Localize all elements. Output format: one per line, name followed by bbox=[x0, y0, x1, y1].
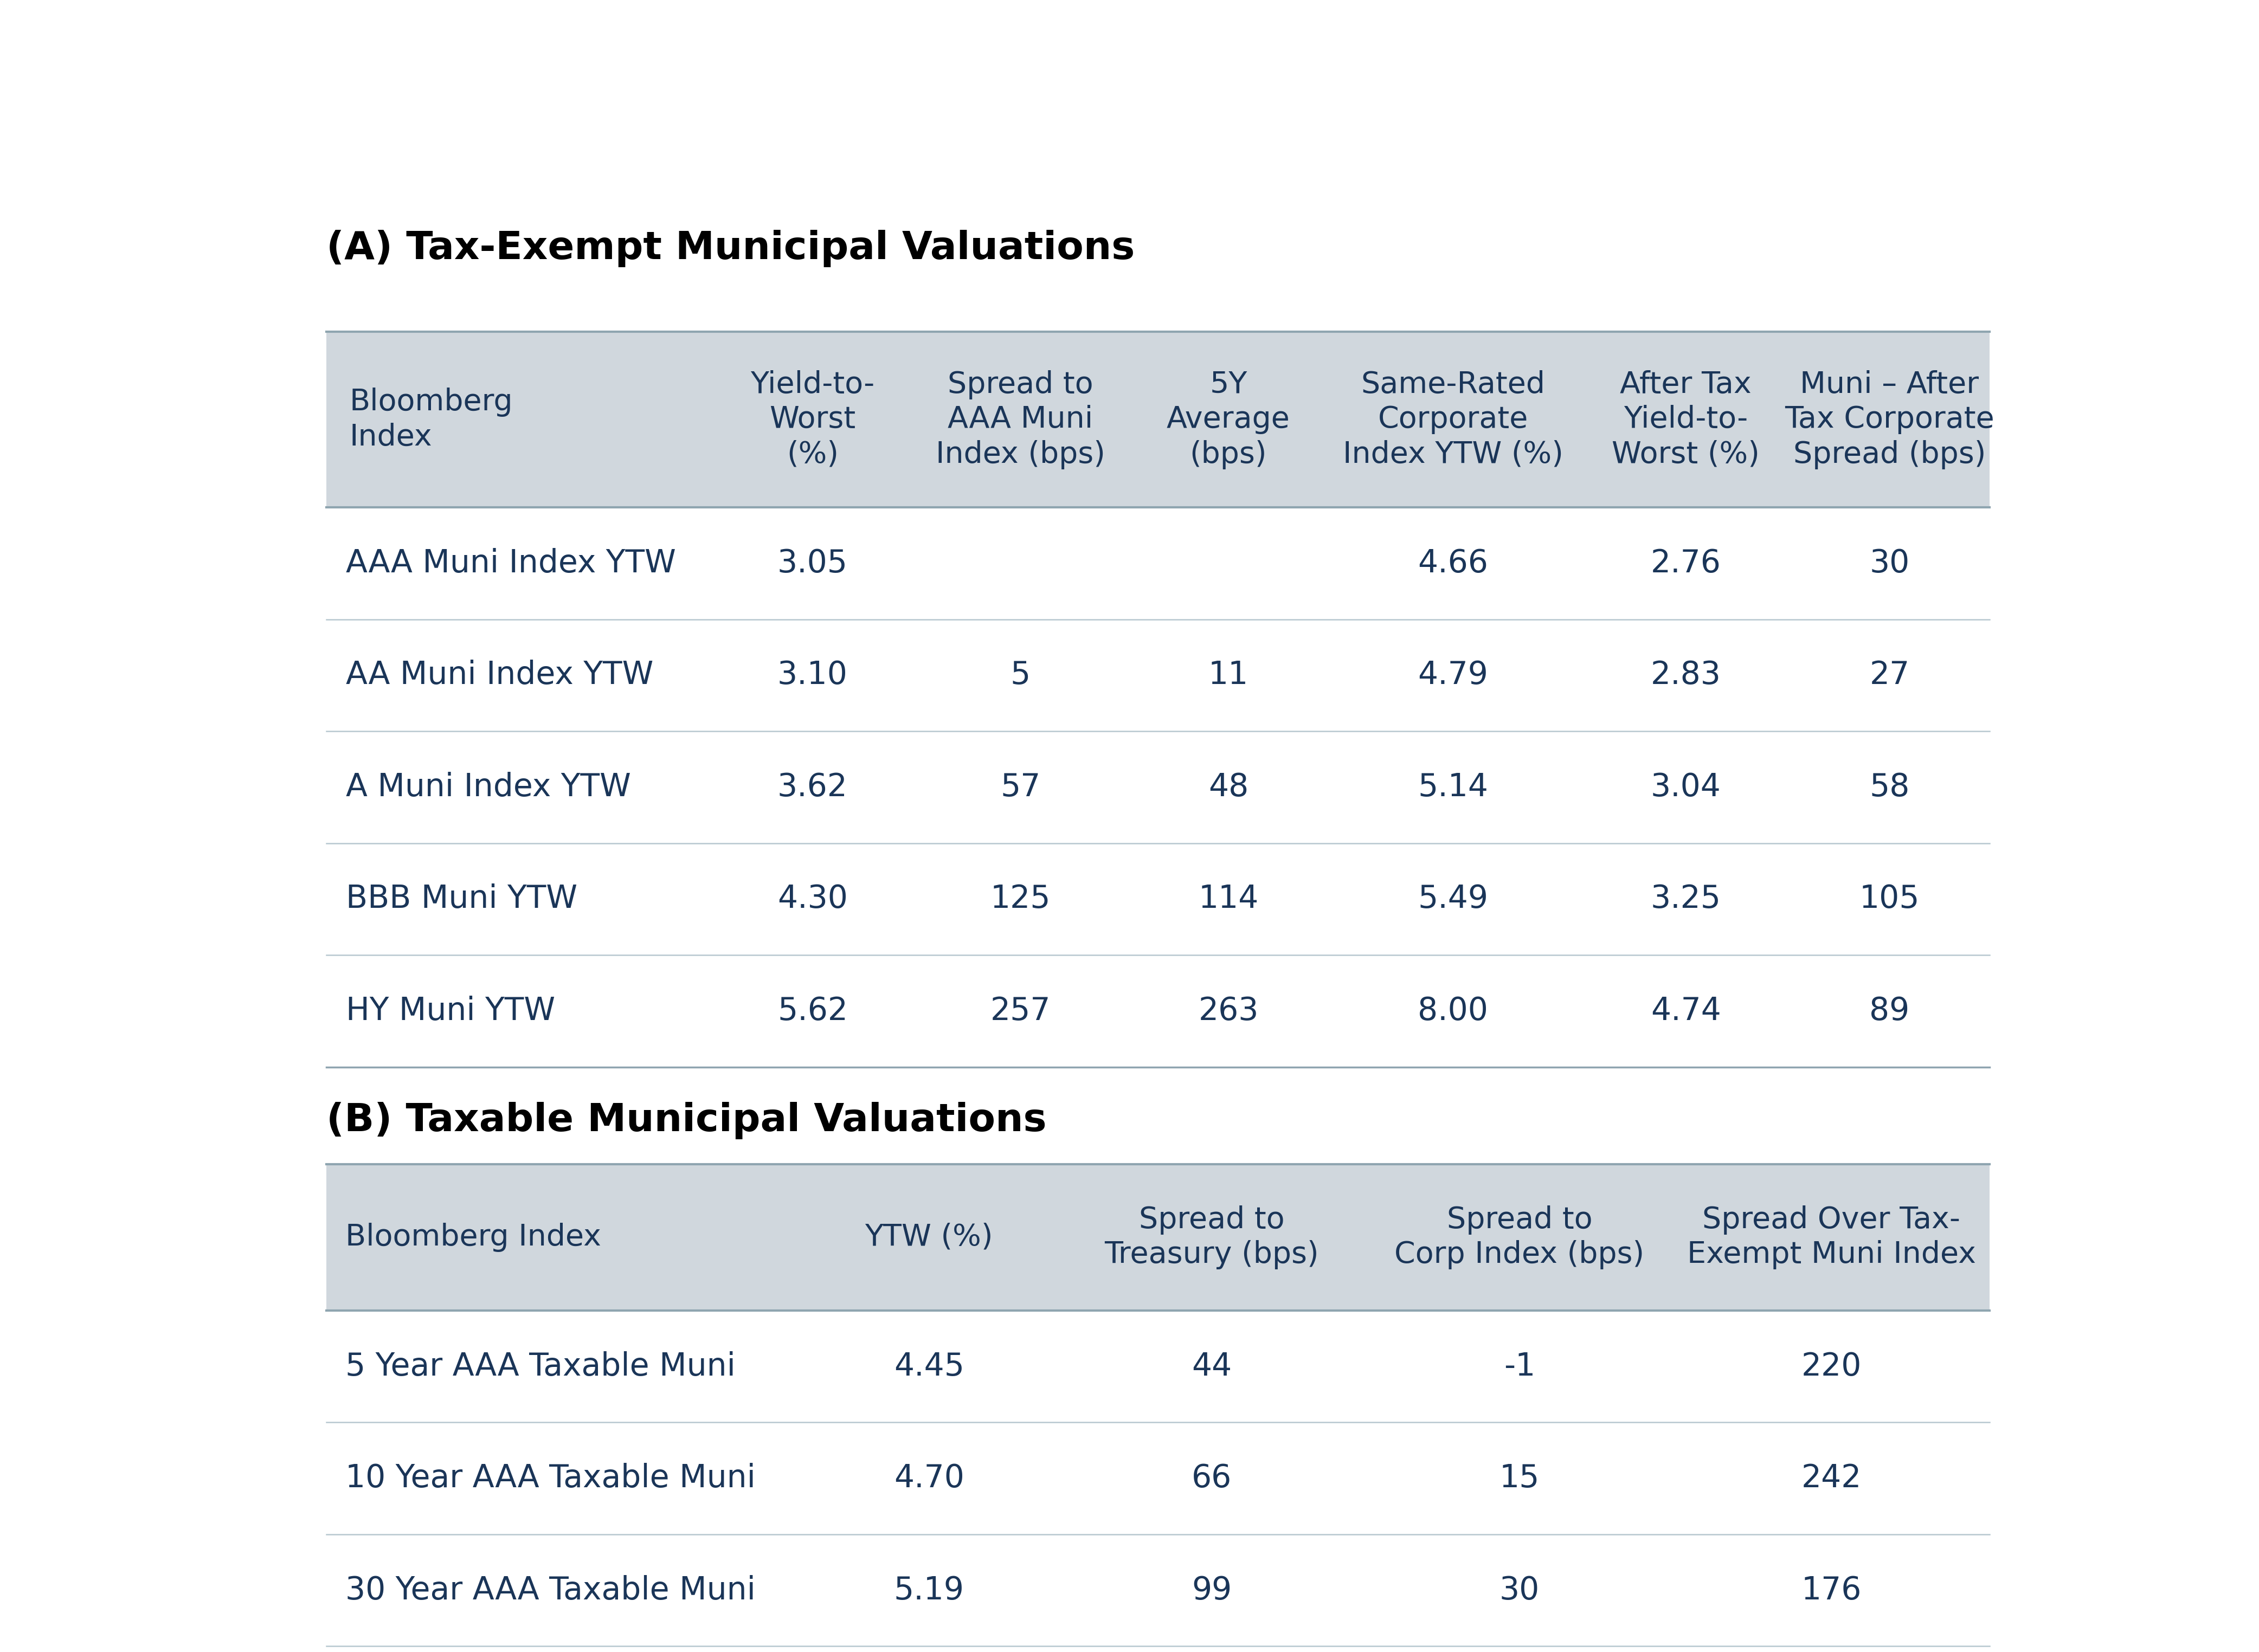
Text: Bloomberg Index: Bloomberg Index bbox=[346, 1222, 601, 1252]
FancyBboxPatch shape bbox=[325, 332, 1990, 507]
Text: 44: 44 bbox=[1193, 1351, 1231, 1381]
Text: AAA Muni Index YTW: AAA Muni Index YTW bbox=[346, 548, 675, 578]
Text: 3.25: 3.25 bbox=[1651, 884, 1721, 915]
Text: -1: -1 bbox=[1504, 1351, 1536, 1381]
Text: Spread to
Corp Index (bps): Spread to Corp Index (bps) bbox=[1394, 1206, 1645, 1269]
Text: Yield-to-
Worst
(%): Yield-to- Worst (%) bbox=[750, 370, 874, 469]
FancyBboxPatch shape bbox=[325, 620, 1990, 732]
FancyBboxPatch shape bbox=[325, 1310, 1990, 1422]
FancyBboxPatch shape bbox=[325, 1535, 1990, 1647]
Text: 257: 257 bbox=[989, 996, 1050, 1026]
Text: YTW (%): YTW (%) bbox=[865, 1222, 994, 1252]
Text: Spread Over Tax-
Exempt Muni Index: Spread Over Tax- Exempt Muni Index bbox=[1687, 1206, 1977, 1269]
Text: BBB Muni YTW: BBB Muni YTW bbox=[346, 884, 578, 915]
Text: A Muni Index YTW: A Muni Index YTW bbox=[346, 771, 630, 803]
Text: 2.76: 2.76 bbox=[1651, 548, 1721, 578]
Text: 58: 58 bbox=[1870, 771, 1909, 803]
Text: Spread to
AAA Muni
Index (bps): Spread to AAA Muni Index (bps) bbox=[935, 370, 1105, 469]
FancyBboxPatch shape bbox=[325, 507, 1990, 620]
Text: 105: 105 bbox=[1859, 884, 1920, 915]
Text: 5.14: 5.14 bbox=[1419, 771, 1489, 803]
Text: 5.19: 5.19 bbox=[895, 1574, 965, 1606]
Text: 5: 5 bbox=[1010, 659, 1030, 691]
Text: 10 Year AAA Taxable Muni: 10 Year AAA Taxable Muni bbox=[346, 1464, 755, 1493]
Text: 4.79: 4.79 bbox=[1419, 659, 1489, 691]
Text: 4.30: 4.30 bbox=[777, 884, 847, 915]
Text: 4.45: 4.45 bbox=[895, 1351, 965, 1381]
Text: 4.66: 4.66 bbox=[1419, 548, 1489, 578]
Text: 30 Year AAA Taxable Muni: 30 Year AAA Taxable Muni bbox=[346, 1574, 755, 1606]
Text: 8.00: 8.00 bbox=[1419, 996, 1489, 1026]
Text: 11: 11 bbox=[1209, 659, 1249, 691]
Text: 263: 263 bbox=[1197, 996, 1258, 1026]
Text: 15: 15 bbox=[1500, 1464, 1541, 1493]
FancyBboxPatch shape bbox=[325, 955, 1990, 1067]
Text: 125: 125 bbox=[989, 884, 1050, 915]
Text: 48: 48 bbox=[1209, 771, 1249, 803]
Text: Spread to
Treasury (bps): Spread to Treasury (bps) bbox=[1105, 1206, 1319, 1269]
Text: 5.62: 5.62 bbox=[777, 996, 847, 1026]
Text: 114: 114 bbox=[1197, 884, 1258, 915]
Text: 5 Year AAA Taxable Muni: 5 Year AAA Taxable Muni bbox=[346, 1351, 736, 1381]
Text: After Tax
Yield-to-
Worst (%): After Tax Yield-to- Worst (%) bbox=[1613, 370, 1760, 469]
Text: AA Muni Index YTW: AA Muni Index YTW bbox=[346, 659, 653, 691]
Text: (B) Taxable Municipal Valuations: (B) Taxable Municipal Valuations bbox=[325, 1102, 1046, 1140]
Text: 30: 30 bbox=[1870, 548, 1909, 578]
Text: 4.74: 4.74 bbox=[1651, 996, 1721, 1026]
Text: 242: 242 bbox=[1800, 1464, 1861, 1493]
Text: 5.49: 5.49 bbox=[1419, 884, 1489, 915]
Text: 66: 66 bbox=[1193, 1464, 1231, 1493]
Text: HY Muni YTW: HY Muni YTW bbox=[346, 996, 556, 1026]
Text: 3.05: 3.05 bbox=[777, 548, 847, 578]
Text: 3.04: 3.04 bbox=[1651, 771, 1721, 803]
Text: 3.10: 3.10 bbox=[777, 659, 847, 691]
Text: 220: 220 bbox=[1800, 1351, 1861, 1381]
FancyBboxPatch shape bbox=[325, 1422, 1990, 1535]
FancyBboxPatch shape bbox=[325, 1165, 1990, 1310]
Text: 89: 89 bbox=[1870, 996, 1909, 1026]
Text: 30: 30 bbox=[1500, 1574, 1541, 1606]
FancyBboxPatch shape bbox=[325, 732, 1990, 843]
Text: Muni – After
Tax Corporate
Spread (bps): Muni – After Tax Corporate Spread (bps) bbox=[1785, 370, 1995, 469]
Text: 4.70: 4.70 bbox=[895, 1464, 965, 1493]
Text: 3.62: 3.62 bbox=[777, 771, 847, 803]
Text: 99: 99 bbox=[1193, 1574, 1231, 1606]
Text: 2.83: 2.83 bbox=[1651, 659, 1721, 691]
Text: 27: 27 bbox=[1870, 659, 1909, 691]
Text: Same-Rated
Corporate
Index YTW (%): Same-Rated Corporate Index YTW (%) bbox=[1342, 370, 1563, 469]
Text: Bloomberg
Index: Bloomberg Index bbox=[350, 388, 513, 451]
Text: 5Y
Average
(bps): 5Y Average (bps) bbox=[1166, 370, 1290, 469]
Text: 57: 57 bbox=[1001, 771, 1041, 803]
FancyBboxPatch shape bbox=[325, 1647, 1990, 1652]
Text: 176: 176 bbox=[1800, 1574, 1861, 1606]
Text: (A) Tax-Exempt Municipal Valuations: (A) Tax-Exempt Municipal Valuations bbox=[325, 230, 1134, 268]
FancyBboxPatch shape bbox=[325, 843, 1990, 955]
